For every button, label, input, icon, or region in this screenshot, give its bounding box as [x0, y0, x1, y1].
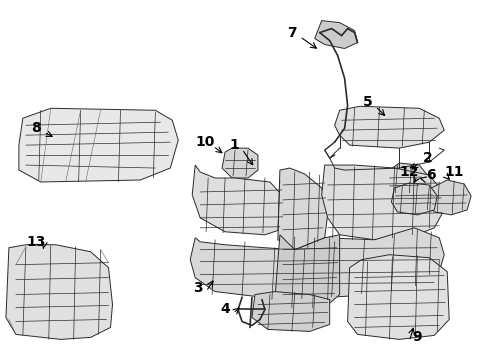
- Polygon shape: [385, 163, 427, 195]
- Polygon shape: [192, 165, 285, 235]
- Text: 4: 4: [220, 302, 230, 316]
- Polygon shape: [275, 235, 340, 310]
- Text: 10: 10: [196, 135, 215, 149]
- Polygon shape: [347, 255, 449, 339]
- Polygon shape: [335, 106, 444, 148]
- Text: 13: 13: [26, 235, 46, 249]
- Text: 7: 7: [287, 26, 296, 40]
- Text: 6: 6: [426, 168, 436, 182]
- Text: 5: 5: [363, 95, 372, 109]
- Polygon shape: [427, 180, 471, 215]
- Polygon shape: [19, 108, 178, 182]
- Text: 2: 2: [422, 151, 432, 165]
- Polygon shape: [392, 183, 437, 215]
- Polygon shape: [6, 245, 113, 339]
- Polygon shape: [278, 168, 328, 250]
- Text: 12: 12: [400, 165, 419, 179]
- Polygon shape: [315, 21, 358, 49]
- Text: 9: 9: [413, 330, 422, 345]
- Polygon shape: [222, 148, 258, 178]
- Text: 1: 1: [229, 138, 239, 152]
- Text: 8: 8: [31, 121, 41, 135]
- Polygon shape: [190, 228, 444, 300]
- Text: 11: 11: [444, 165, 464, 179]
- Polygon shape: [322, 165, 444, 240]
- Text: 3: 3: [194, 280, 203, 294]
- Polygon shape: [252, 292, 330, 332]
